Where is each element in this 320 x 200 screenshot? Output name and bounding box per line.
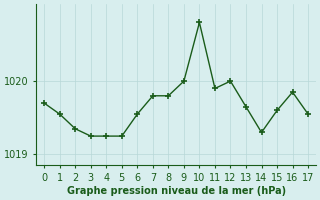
X-axis label: Graphe pression niveau de la mer (hPa): Graphe pression niveau de la mer (hPa) — [67, 186, 286, 196]
